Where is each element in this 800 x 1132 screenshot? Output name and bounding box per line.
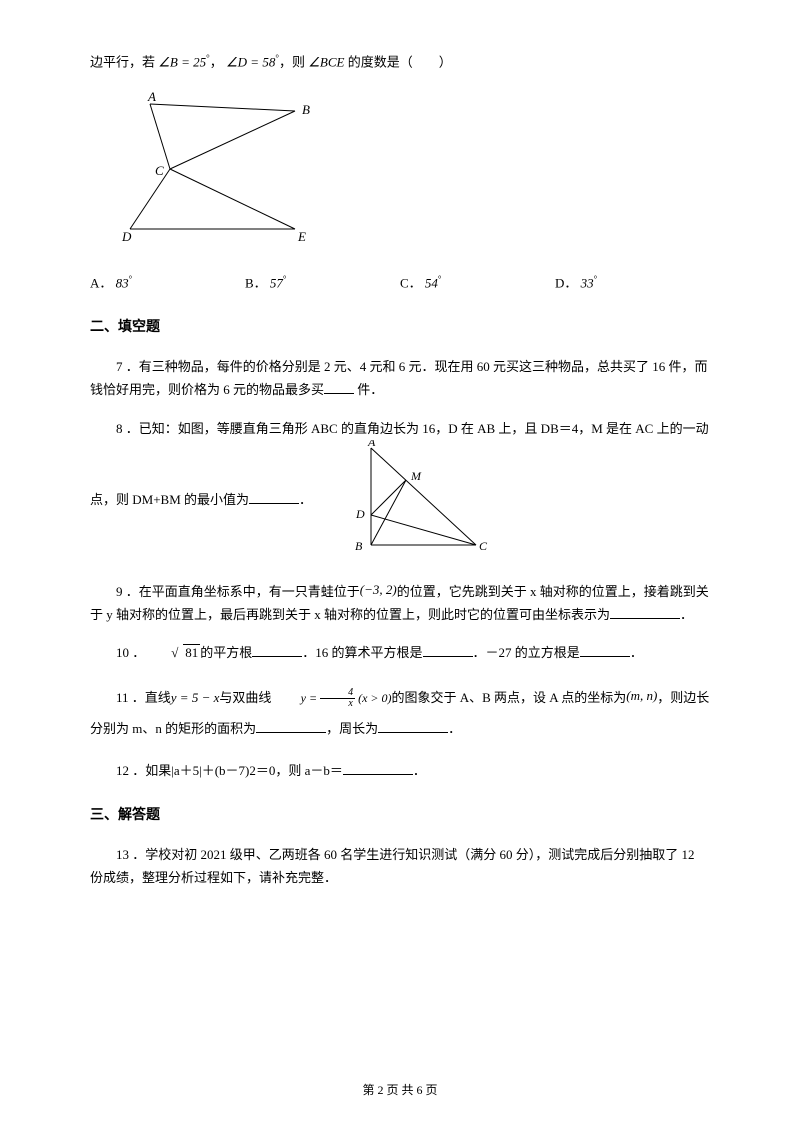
q6-angle-bce: ∠BCE [308,54,344,69]
q8-label-a: A [367,440,376,449]
page-footer: 第 2 页 共 6 页 [0,1080,800,1102]
q9-text1: 9 ．在平面直角坐标系中，有一只青蛙位于 [116,584,360,599]
q6-opt-c-label: C． [400,275,422,290]
q6-prefix: 边平行，若 [90,54,155,69]
q10-text2: 的平方根 [200,645,252,660]
q12-text: 12 ．如果|a＋5|＋(b－7)2＝0，则 a－b＝ ． [90,759,710,782]
q6-text: 边平行，若 ∠B = 25°， ∠D = 58°，则 ∠BCE 的度数是（ ） [90,50,710,74]
q6-opt-d-val: 33 [581,275,594,290]
q13-body: 13 ．学校对初 2021 级甲、乙两班各 60 名学生进行知识测试（满分 60… [90,847,695,885]
q11-f2-top: y = [301,691,317,705]
q8-end: ． [299,492,312,507]
q11-text: 11 ．直线y = 5 − x与双曲线 y = 4x (x > 0) 的图象交于… [90,680,710,744]
q8-label-d: D [355,507,365,521]
q6-opt-d-label: D． [555,275,577,290]
q6-opt-a-label: A． [90,275,112,290]
q8-blank [249,491,299,504]
q8-label-c: C [479,539,488,553]
q11-formula1: y = 5 − x [171,690,220,705]
q9-text: 9 ．在平面直角坐标系中，有一只青蛙位于(−3, 2)的位置，它先跳到关于 x … [90,578,710,627]
q6-label-a: A [147,89,156,104]
q10-text3: ．16 的算术平方根是 [302,645,422,660]
q6-opt-b-label: B． [245,275,267,290]
q8-label-b: B [355,539,363,553]
q7-text: 7 ．有三种物品，每件的价格分别是 2 元、4 元和 6 元．现在用 60 元买… [90,355,710,402]
q11-text1: 11 ．直线 [116,690,171,705]
section2-header: 二、填空题 [90,315,710,340]
q11-coord: (m, n) [626,688,657,703]
q11-end: ． [448,721,461,736]
q11-f2-den: x [320,699,355,709]
q6-end: 的度数是（ ） [348,54,452,69]
q7-blank [324,381,354,394]
q6-then: ，则 [279,54,305,69]
q10-text1: 10 ． [116,645,145,660]
q6-label-e: E [297,229,306,244]
q11-f2-cond: (x > 0) [358,691,391,705]
q6-label-d: D [121,229,132,244]
q6-option-c: C． 54° [400,271,555,295]
q6-label-c: C [155,163,164,178]
q6-label-b: B [302,102,310,117]
q6-angle-d: ∠D = 58 [226,54,275,69]
q10-text: 10 ． 81的平方根 ．16 的算术平方根是 ．－27 的立方根是 ． [90,641,710,664]
section3-header: 三、解答题 [90,803,710,828]
q6-options: A． 83° B． 57° C． 54° D． 33° [90,271,710,295]
q12-end: ． [413,763,426,778]
q10-blank2 [423,644,473,657]
q6-opt-a-deg: ° [129,274,133,284]
q13-text: 13 ．学校对初 2021 级甲、乙两班各 60 名学生进行知识测试（满分 60… [90,843,710,890]
q9-blank [610,606,680,619]
q6-diagram: A B C D E [120,89,710,251]
q8-container: 8 ．已知：如图，等腰直角三角形 ABC 的直角边长为 16，D 在 AB 上，… [90,417,710,563]
q6-opt-b-val: 57 [270,275,283,290]
q6-opt-c-val: 54 [425,275,438,290]
q11-text5: ，周长为 [326,721,378,736]
q11-formula2: y = 4x (x > 0) [275,688,392,709]
q6-opt-c-deg: ° [438,274,442,284]
q12-blank [343,762,413,775]
q7-end: 件． [354,382,383,397]
q10-blank1 [252,644,302,657]
q11-text2: 与双曲线 [219,690,271,705]
q6-diagram-svg: A B C D E [120,89,320,244]
q9-coord: (−3, 2) [360,582,397,597]
q6-opt-a-val: 83 [116,275,129,290]
q10-end: ． [630,645,643,660]
q11-blank1 [256,720,326,733]
q6-option-d: D． 33° [555,271,710,295]
q10-text4: ．－27 的立方根是 [473,645,580,660]
q11-blank2 [378,720,448,733]
q10-sqrt: 81 [145,641,200,664]
q6-opt-d-deg: ° [594,274,598,284]
q11-text3: 的图象交于 A、B 两点，设 A 点的坐标为 [392,690,627,705]
q8-label-m: M [410,469,422,483]
q6-option-a: A． 83° [90,271,245,295]
q6-option-b: B． 57° [245,271,400,295]
q12-text1: 12 ．如果|a＋5|＋(b－7)2＝0，则 a－b＝ [116,763,343,778]
q9-end: ． [680,607,693,622]
q6-angle-b: ∠B = 25 [158,54,206,69]
q10-sqrt-val: 81 [183,644,200,660]
q7-body: 7 ．有三种物品，每件的价格分别是 2 元、4 元和 6 元．现在用 60 元买… [90,359,708,397]
q8-diagram: A B C D M [315,440,491,562]
q10-blank3 [580,644,630,657]
q6-comma: ， [210,54,223,69]
q6-opt-b-deg: ° [283,274,287,284]
